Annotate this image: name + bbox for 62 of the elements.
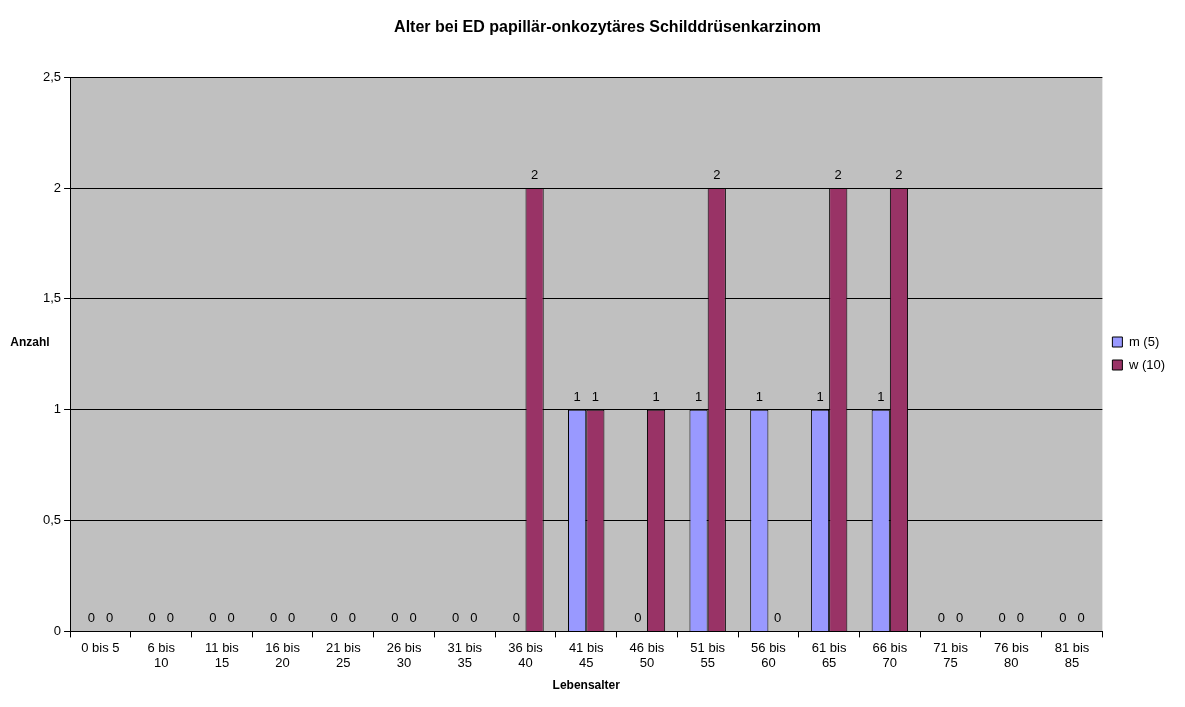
chart-title: Alter bei ED papillär-onkozytäres Schilddrüsenkarzinom xyxy=(394,18,821,36)
data-label: 0 xyxy=(956,610,964,626)
legend-label: w (10) xyxy=(1127,356,1166,372)
data-label: 0 xyxy=(1059,610,1067,626)
data-label: 0 xyxy=(409,610,417,626)
x-tick-label: 41 bis 45 xyxy=(568,639,605,671)
data-label: 0 xyxy=(470,610,478,626)
data-label: 0 xyxy=(87,610,95,626)
x-tick-label: 26 bis 30 xyxy=(386,639,422,671)
data-label: 0 xyxy=(937,610,946,626)
data-label: 2 xyxy=(895,167,903,183)
x-tick-label: 16 bis 20 xyxy=(265,639,301,671)
data-label: 2 xyxy=(713,167,721,183)
x-tick-label: 6 bis 10 xyxy=(147,639,176,671)
data-label: 0 xyxy=(105,610,114,626)
y-tick-label: 2 xyxy=(53,179,62,195)
data-label: 0 xyxy=(269,610,278,626)
y-tick-label: 2,5 xyxy=(42,68,62,84)
legend-label: m (5) xyxy=(1128,333,1160,349)
x-tick-label: 11 bis 15 xyxy=(205,639,240,671)
data-label: 2 xyxy=(834,167,842,183)
data-label: 0 xyxy=(348,610,357,626)
data-label: 0 xyxy=(166,610,174,626)
data-label: 0 xyxy=(288,610,296,626)
data-label: 1 xyxy=(652,388,660,404)
data-label: 1 xyxy=(877,388,885,404)
data-label: 0 xyxy=(227,610,235,626)
y-axis-title: Anzahl xyxy=(10,335,50,350)
y-tick-label: 1,5 xyxy=(42,290,62,306)
x-tick-label: 66 bis 70 xyxy=(872,639,908,671)
x-tick-label: 61 bis 65 xyxy=(811,639,847,671)
data-label: 0 xyxy=(634,610,642,626)
data-label: 0 xyxy=(452,610,460,626)
y-tick-label: 1 xyxy=(53,401,62,417)
data-label: 1 xyxy=(573,388,581,404)
x-tick-label: 21 bis 25 xyxy=(325,639,362,671)
x-tick-label: 36 bis 40 xyxy=(508,639,544,671)
x-tick-label: 81 bis 85 xyxy=(1054,639,1090,671)
data-label: 0 xyxy=(209,610,217,626)
data-label: 1 xyxy=(591,388,599,404)
data-label: 1 xyxy=(755,388,763,404)
data-label: 0 xyxy=(148,610,156,626)
data-label: 0 xyxy=(998,610,1006,626)
data-label: 0 xyxy=(1077,610,1085,626)
x-tick-label: 51 bis 55 xyxy=(690,639,726,671)
data-label: 0 xyxy=(1016,610,1025,626)
x-tick-label: 71 bis 75 xyxy=(933,639,969,671)
x-tick-label: 46 bis 50 xyxy=(629,639,665,671)
data-label: 2 xyxy=(530,167,539,183)
x-tick-label: 76 bis 80 xyxy=(993,639,1030,671)
data-label: 0 xyxy=(512,610,521,626)
y-tick-label: 0 xyxy=(53,622,62,638)
data-label: 0 xyxy=(391,610,399,626)
x-tick-label: 0 bis 5 xyxy=(81,639,120,655)
data-label: 1 xyxy=(816,388,824,404)
x-axis-title: Lebensalter xyxy=(552,678,621,693)
x-tick-label: 31 bis 35 xyxy=(447,639,483,671)
data-label: 0 xyxy=(773,610,782,626)
data-label: 0 xyxy=(330,610,338,626)
x-tick-label: 56 bis 60 xyxy=(751,639,787,671)
y-tick-label: 0,5 xyxy=(42,512,62,528)
data-label: 1 xyxy=(694,388,703,404)
